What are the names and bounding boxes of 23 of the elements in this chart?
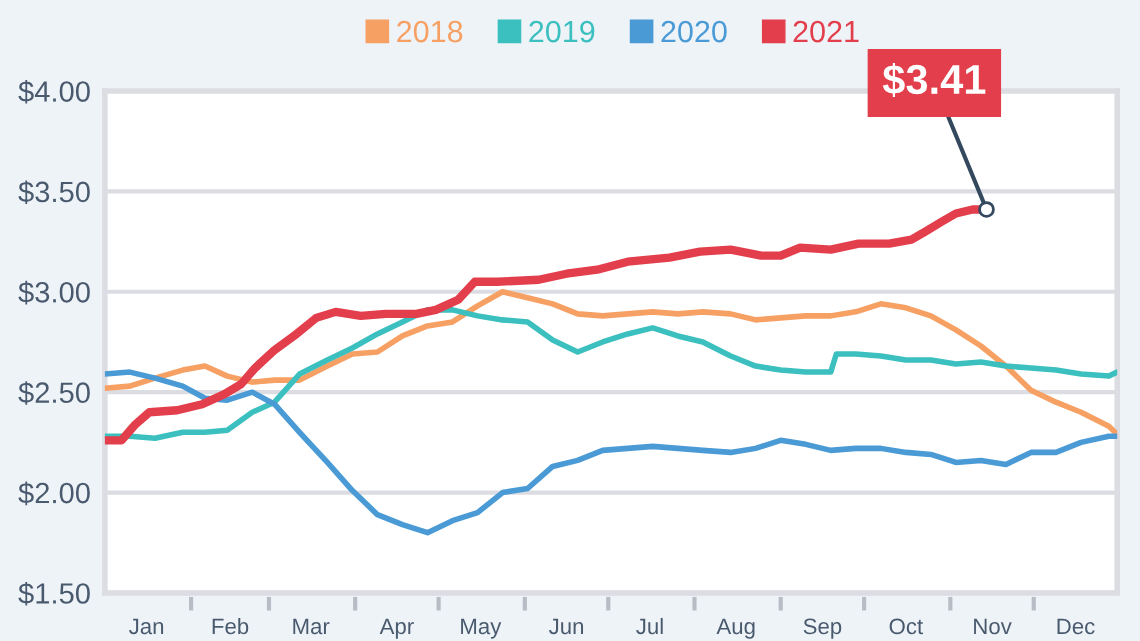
y-tick-label: $3.00 (18, 280, 90, 305)
y-tick-label: $2.00 (18, 481, 90, 506)
legend-label: 2019 (529, 20, 595, 43)
x-tick-label: Feb (212, 617, 249, 635)
x-tick-label: Jun (548, 618, 584, 635)
annotation: $3.41 (882, 62, 986, 97)
x-tick-label: May (461, 618, 502, 639)
x-tick-label: Mar (293, 618, 330, 635)
x-tick-label: Sep (803, 618, 842, 639)
x-tick-label: Jan (129, 618, 164, 635)
y-tick-label: $2.50 (18, 381, 90, 405)
x-tick-label: Dec (1057, 618, 1095, 635)
legend-label: 2021 (793, 20, 859, 43)
y-tick-label: $3.50 (18, 180, 90, 204)
x-tick-label: Oct (889, 618, 923, 635)
x-tick-label: Apr (379, 618, 414, 639)
x-tick-label: Nov (974, 618, 1012, 635)
legend-label: 2018 (397, 20, 463, 43)
y-tick-label: $1.50 (18, 581, 90, 606)
x-tick-label: Jul (636, 617, 663, 635)
x-tick-label: Aug (716, 618, 755, 639)
y-tick-label: $4.00 (18, 80, 90, 104)
legend-label: 2020 (661, 20, 727, 43)
